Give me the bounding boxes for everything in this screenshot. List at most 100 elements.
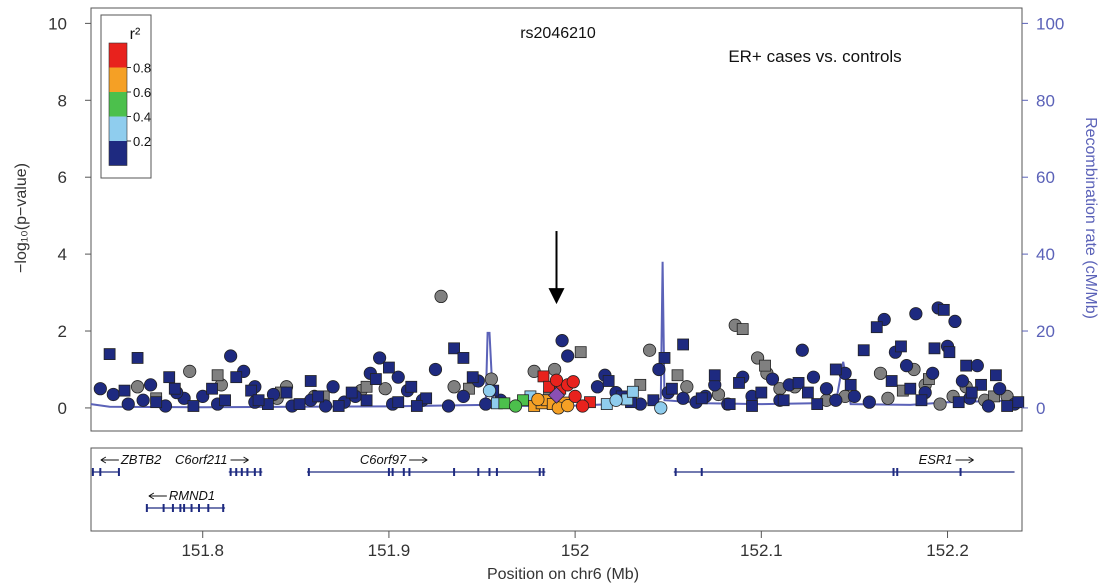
gene-exon <box>240 468 243 476</box>
y-axis-title-right: Recombination rate (cM/Mb) <box>1082 117 1099 319</box>
x-tick-label: 151.8 <box>181 541 224 560</box>
chart-title: rs2046210 <box>520 25 596 42</box>
snp-square-point <box>746 400 758 412</box>
gene-exon <box>246 468 249 476</box>
gene-track-layer: ZBTB2 C6orf211 C6orf97 ESR1 RMND1 <box>91 452 1015 512</box>
snp-circle-point <box>319 399 333 413</box>
snp-square-point <box>103 348 116 360</box>
legend-tick-label: 0.2 <box>133 134 151 149</box>
snp-square-point <box>360 380 373 393</box>
snp-square-point <box>332 400 345 412</box>
x-tick-label: 152 <box>561 541 589 560</box>
snp-square-point <box>574 346 587 359</box>
gene-direction-arrowhead <box>243 456 249 464</box>
gene-exon <box>235 468 238 476</box>
snp-square-point <box>952 396 965 409</box>
snp-circle-point <box>680 380 694 394</box>
y-right-tick-label: 100 <box>1036 14 1064 33</box>
snp-circle-point <box>482 384 497 398</box>
snp-square-point <box>915 394 928 407</box>
gene-exon <box>179 504 182 512</box>
snp-square-point <box>626 385 639 398</box>
snp-circle-point <box>981 399 996 413</box>
snp-circle-point <box>479 397 493 411</box>
snp-circle-point <box>484 372 498 386</box>
snp-square-point <box>245 384 258 397</box>
snp-square-point <box>466 371 479 384</box>
snp-square-point <box>405 380 418 393</box>
gene-direction-arrowhead <box>421 456 428 464</box>
snp-circle-point <box>441 399 456 413</box>
snp-circle-point <box>566 375 580 389</box>
snp-square-point <box>206 382 218 395</box>
y-left-tick-label: 0 <box>58 399 67 418</box>
gene-exon <box>892 468 895 476</box>
snp-circle-point <box>106 387 120 402</box>
snp-square-point <box>647 394 660 407</box>
snp-square-point <box>280 386 293 399</box>
gene-label: C6orf211 <box>175 452 228 467</box>
snp-square-point <box>163 371 176 384</box>
snp-circle-point <box>590 380 605 394</box>
gene-direction-arrowhead <box>148 492 155 500</box>
snp-square-point <box>975 378 987 391</box>
gene-exon <box>538 468 541 476</box>
snp-circle-point <box>183 364 197 378</box>
y-axis-title-left: −log₁₀(p−value) <box>13 163 30 273</box>
snp-square-point <box>801 386 814 399</box>
gene-exon <box>896 468 899 476</box>
gene-exon <box>542 468 545 476</box>
snp-square-point <box>777 394 790 407</box>
snp-circle-point <box>143 378 158 392</box>
legend-color-swatch <box>109 92 127 117</box>
snp-square-point <box>857 344 870 357</box>
y-right-tick-label: 20 <box>1036 322 1055 341</box>
legend-color-swatch <box>109 141 127 166</box>
snp-square-point <box>736 323 749 335</box>
snp-square-point <box>666 382 678 395</box>
gene-exon <box>307 468 310 476</box>
snp-circle-point <box>829 393 843 407</box>
y-right-tick-label: 60 <box>1036 168 1055 187</box>
snp-square-point <box>187 400 200 412</box>
chart-subtitle: ER+ cases vs. controls <box>728 47 901 66</box>
gene-exon <box>453 468 456 476</box>
snp-circle-point <box>508 399 523 413</box>
snp-square-point <box>420 392 433 405</box>
snp-circle-point <box>909 307 923 321</box>
snp-square-point <box>360 394 373 407</box>
snp-square-point <box>829 363 842 376</box>
gene-exon <box>488 468 491 476</box>
snp-square-point <box>885 375 898 387</box>
snp-square-point <box>844 378 857 391</box>
y-left-tick-label: 4 <box>58 245 67 264</box>
gene-exon <box>222 504 225 512</box>
gene-exon <box>183 504 186 512</box>
lead-snp-arrow-head <box>548 288 565 305</box>
snp-circle-point <box>568 389 582 403</box>
gene-exon <box>259 468 262 476</box>
snp-square-point <box>150 396 163 409</box>
snp-circle-point <box>373 351 387 365</box>
snp-square-point <box>695 392 708 405</box>
snp-square-point <box>383 361 395 374</box>
snp-square-point <box>723 398 736 410</box>
y-left-tick-label: 6 <box>58 168 67 187</box>
gene-exon <box>207 504 210 512</box>
snp-square-point <box>457 352 470 364</box>
snp-square-point <box>759 359 771 372</box>
gene-exon <box>197 504 200 512</box>
snp-circle-point <box>765 372 780 386</box>
snp-circle-point <box>970 359 984 373</box>
snp-circle-point <box>121 397 135 411</box>
snp-square-point <box>792 377 805 389</box>
snp-square-point <box>252 394 265 407</box>
snp-square-point <box>219 394 231 407</box>
y-left-tick-label: 10 <box>48 14 67 33</box>
x-tick-label: 151.9 <box>368 541 411 560</box>
y-right-tick-label: 40 <box>1036 245 1055 264</box>
plot-frame <box>90 7 1023 432</box>
snp-circle-point <box>549 373 564 387</box>
y-left-tick-label: 2 <box>58 322 67 341</box>
